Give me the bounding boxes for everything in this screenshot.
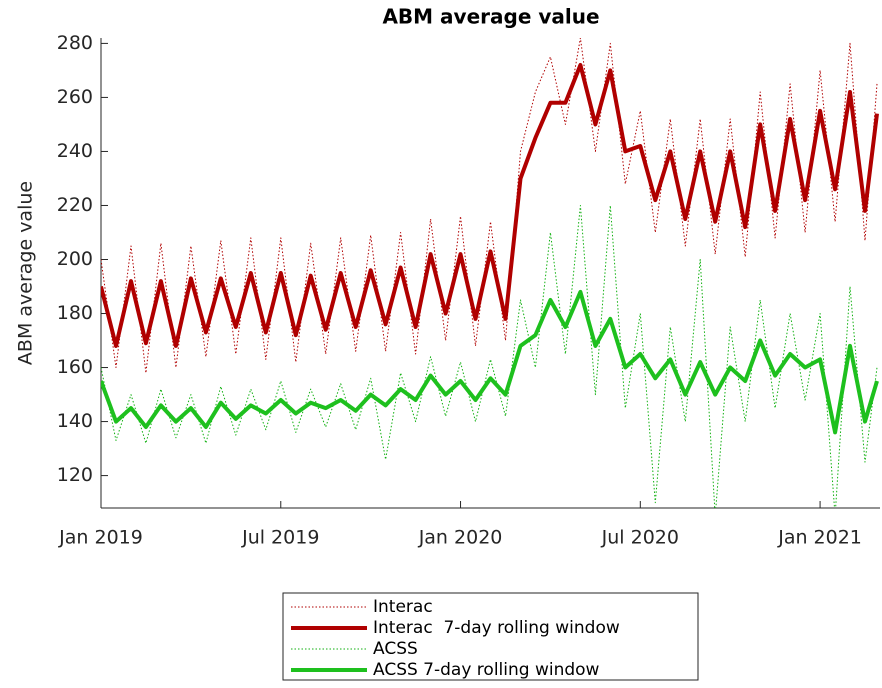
x-tick-label: Jan 2021 xyxy=(777,527,862,549)
series-line xyxy=(101,205,878,508)
y-tick-label: 120 xyxy=(57,464,93,486)
x-tick-label: Jan 2020 xyxy=(418,527,503,549)
y-tick-label: 180 xyxy=(57,302,93,324)
x-tick-label: Jul 2020 xyxy=(601,527,679,549)
legend-label: Interac 7-day rolling window xyxy=(373,618,620,638)
legend-label: ACSS xyxy=(373,639,418,659)
series-line xyxy=(101,63,879,348)
y-tick-label: 160 xyxy=(57,356,93,378)
legend-label: Interac xyxy=(373,597,433,617)
series-line xyxy=(101,38,878,374)
series-line xyxy=(101,289,879,435)
plot-area xyxy=(101,38,879,508)
legend-box xyxy=(282,592,699,681)
x-tick-label: Jul 2019 xyxy=(241,527,319,549)
y-tick-label: 200 xyxy=(57,248,93,270)
y-tick-label: 240 xyxy=(57,140,93,162)
legend-label: ACSS 7-day rolling window xyxy=(373,660,600,680)
y-tick-label: 260 xyxy=(57,86,93,108)
y-tick-label: 140 xyxy=(57,410,93,432)
y-tick-label: 280 xyxy=(57,32,93,54)
y-tick-label: 220 xyxy=(57,194,93,216)
chart-title: ABM average value xyxy=(382,5,599,29)
x-tick-label: Jan 2019 xyxy=(58,527,143,549)
y-axis-label: ABM average value xyxy=(15,181,37,365)
